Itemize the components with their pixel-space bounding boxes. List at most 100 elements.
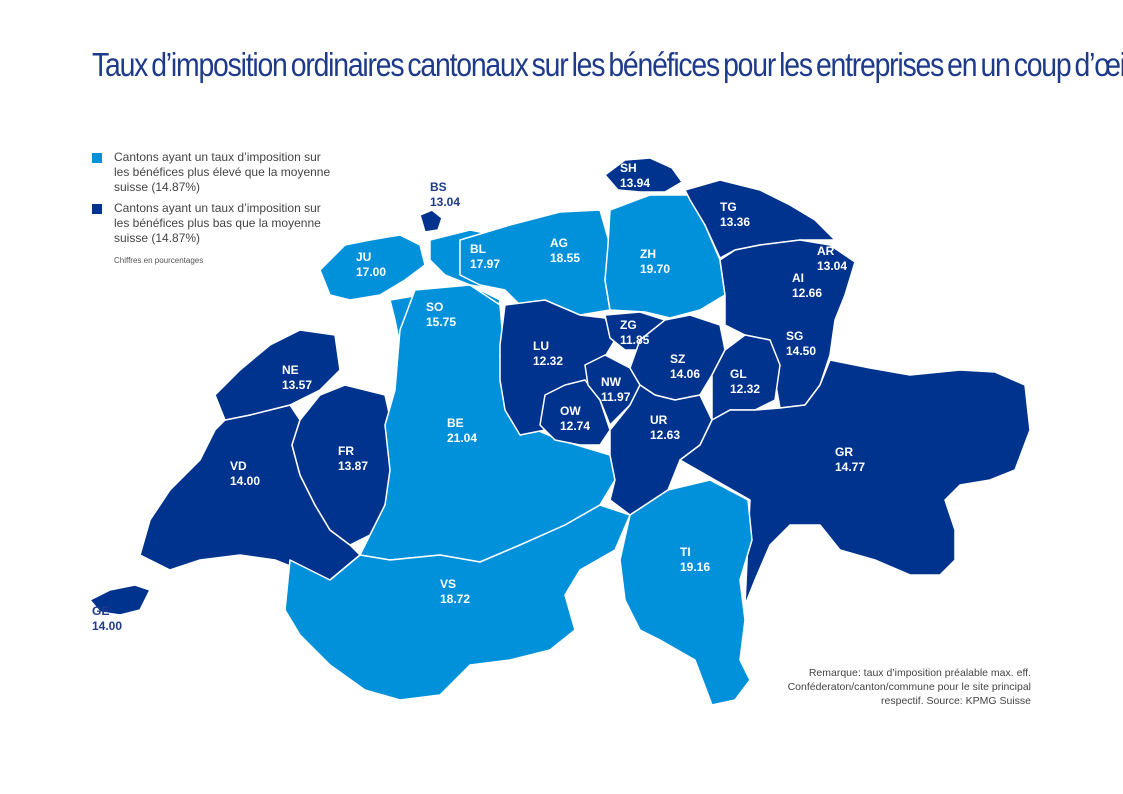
canton-rate: 13.04 [817, 259, 847, 273]
canton-region-gr [679, 359, 1031, 606]
canton-code: VD [230, 459, 247, 473]
canton-rate: 12.63 [650, 428, 680, 442]
canton-label-ai: AI 12.66 [792, 271, 822, 300]
canton-rate: 13.57 [282, 378, 312, 392]
canton-region-ju [319, 234, 426, 301]
legend-note: Chiffres en pourcentages [114, 256, 204, 265]
canton-rate: 12.32 [533, 354, 563, 368]
canton-code: SG [786, 329, 803, 343]
canton-code: GL [730, 367, 747, 381]
map-title: Taux d’imposition ordinaires cantonaux s… [92, 46, 1123, 83]
canton-label-zh: ZH 19.70 [640, 247, 670, 276]
canton-region-sz [629, 314, 726, 401]
canton-rate: 19.70 [640, 262, 670, 276]
canton-code: JU [356, 250, 371, 264]
canton-label-bs: BS 13.04 [430, 180, 460, 209]
canton-rate: 13.36 [720, 215, 750, 229]
canton-rate: 12.32 [730, 382, 760, 396]
canton-rate: 18.55 [550, 251, 580, 265]
legend: Cantons ayant un taux d’imposition sur l… [92, 150, 332, 265]
canton-label-vs: VS 18.72 [440, 577, 470, 606]
canton-label-vd: VD 14.00 [230, 459, 260, 488]
canton-rate: 14.00 [92, 619, 122, 633]
canton-label-ti: TI 19.16 [680, 545, 710, 574]
canton-rate: 13.94 [620, 176, 650, 190]
canton-region-ow [539, 379, 611, 446]
canton-code: TG [720, 200, 737, 214]
canton-rate: 11.97 [601, 390, 631, 404]
canton-region-bs [419, 209, 443, 233]
canton-label-zg: ZG 11.85 [620, 318, 650, 347]
canton-code: ZH [640, 247, 656, 261]
canton-code: SH [620, 161, 637, 175]
canton-region-sh [604, 157, 683, 193]
canton-code: NW [601, 375, 622, 389]
canton-rate: 14.50 [786, 344, 816, 358]
legend-swatch-lower [92, 204, 102, 214]
canton-code: GR [835, 445, 853, 459]
canton-label-lu: LU 12.32 [533, 339, 563, 368]
canton-code: SZ [670, 352, 685, 366]
canton-rate: 13.87 [338, 459, 368, 473]
canton-rate: 12.74 [560, 419, 590, 433]
canton-code: AI [792, 271, 804, 285]
canton-code: UR [650, 413, 668, 427]
canton-rate: 21.04 [447, 431, 477, 445]
canton-rate: 15.75 [426, 315, 456, 329]
canton-label-tg: TG 13.36 [720, 200, 750, 229]
legend-swatch-higher [92, 153, 102, 163]
canton-rate: 18.72 [440, 592, 470, 606]
canton-label-ge: GE 14.00 [92, 604, 122, 633]
canton-code: AG [550, 236, 568, 250]
canton-label-sh: SH 13.94 [620, 161, 650, 190]
canton-region-ne [214, 329, 341, 421]
canton-rate: 17.97 [470, 257, 500, 271]
canton-rate: 14.77 [835, 460, 865, 474]
canton-label-so: SO 15.75 [426, 300, 456, 329]
canton-label-be: BE 21.04 [447, 416, 477, 445]
canton-label-sz: SZ 14.06 [670, 352, 700, 381]
canton-region-ge [89, 584, 151, 616]
canton-label-ag: AG 18.55 [550, 236, 580, 265]
canton-code: VS [440, 577, 456, 591]
legend-label-higher: Cantons ayant un taux d’imposition sur l… [114, 150, 331, 194]
canton-label-ur: UR 12.63 [650, 413, 680, 442]
canton-label-ar: AR 13.04 [817, 244, 847, 273]
canton-label-bl: BL 17.97 [470, 242, 500, 271]
canton-rate: 11.85 [620, 333, 650, 347]
canton-region-sg [719, 239, 856, 409]
legend-item-lower: Cantons ayant un taux d’imposition sur l… [92, 201, 332, 246]
canton-code: SO [426, 300, 443, 314]
legend-item-higher: Cantons ayant un taux d’imposition sur l… [92, 150, 332, 195]
canton-code: GE [92, 604, 109, 618]
canton-rate: 14.00 [230, 474, 260, 488]
canton-region-ti [619, 479, 753, 706]
source-remark: Remarque: taux d’imposition préalable ma… [787, 667, 1031, 707]
canton-code: FR [338, 444, 354, 458]
canton-rate: 17.00 [356, 265, 386, 279]
canton-region-vs [284, 504, 631, 701]
canton-rate: 14.06 [670, 367, 700, 381]
canton-label-ne: NE 13.57 [282, 363, 312, 392]
canton-code: TI [680, 545, 691, 559]
canton-code: BL [470, 242, 486, 256]
canton-code: NE [282, 363, 299, 377]
canton-label-ow: OW 12.74 [560, 404, 590, 433]
canton-label-ju: JU 17.00 [356, 250, 386, 279]
canton-label-gl: GL 12.32 [730, 367, 760, 396]
canton-rate: 12.66 [792, 286, 822, 300]
canton-region-ag [459, 209, 611, 321]
canton-label-sg: SG 14.50 [786, 329, 816, 358]
canton-code: OW [560, 404, 581, 418]
canton-code: AR [817, 244, 835, 258]
canton-code: BS [430, 180, 447, 194]
canton-label-nw: NW 11.97 [601, 375, 631, 404]
canton-rate: 13.04 [430, 195, 460, 209]
canton-code: BE [447, 416, 464, 430]
canton-code: ZG [620, 318, 637, 332]
canton-label-gr: GR 14.77 [835, 445, 865, 474]
canton-code: LU [533, 339, 549, 353]
canton-label-fr: FR 13.87 [338, 444, 368, 473]
canton-rate: 19.16 [680, 560, 710, 574]
